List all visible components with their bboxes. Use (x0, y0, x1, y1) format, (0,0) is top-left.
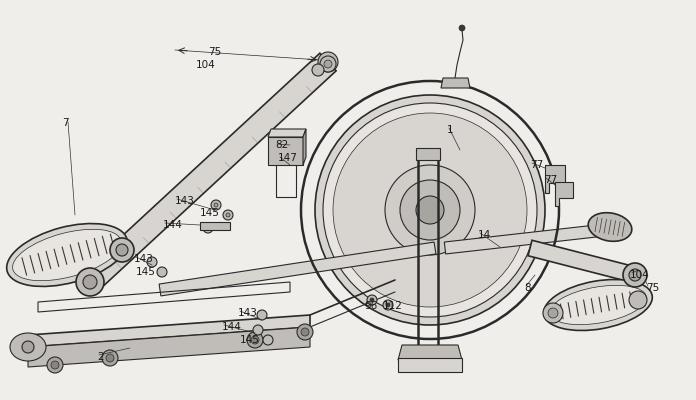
Text: 14: 14 (478, 230, 491, 240)
Circle shape (333, 113, 527, 307)
Polygon shape (28, 315, 310, 347)
Circle shape (116, 244, 128, 256)
Circle shape (323, 57, 333, 67)
Text: 77: 77 (530, 160, 544, 170)
Circle shape (370, 298, 374, 302)
Text: 104: 104 (196, 60, 216, 70)
Polygon shape (528, 240, 637, 283)
Text: 145: 145 (136, 267, 156, 277)
Circle shape (315, 95, 545, 325)
Text: 96: 96 (364, 301, 377, 311)
Text: 7: 7 (62, 118, 69, 128)
Circle shape (623, 263, 647, 287)
Text: 77: 77 (544, 175, 557, 185)
Circle shape (543, 303, 563, 323)
Circle shape (297, 324, 313, 340)
Circle shape (385, 165, 475, 255)
Text: 143: 143 (238, 308, 258, 318)
Circle shape (110, 238, 134, 262)
Circle shape (383, 300, 393, 310)
Circle shape (223, 210, 233, 220)
Text: 104: 104 (630, 270, 650, 280)
Polygon shape (416, 148, 440, 160)
Circle shape (76, 268, 104, 296)
Polygon shape (444, 224, 606, 254)
Text: 75: 75 (208, 47, 221, 57)
Circle shape (367, 295, 377, 305)
Circle shape (247, 332, 263, 348)
Circle shape (203, 223, 213, 233)
Polygon shape (159, 242, 436, 296)
Text: 144: 144 (163, 220, 183, 230)
Text: 82: 82 (275, 140, 288, 150)
Text: 145: 145 (240, 335, 260, 345)
Circle shape (214, 203, 218, 207)
Circle shape (257, 310, 267, 320)
Circle shape (548, 308, 558, 318)
Circle shape (629, 269, 641, 281)
Circle shape (323, 103, 537, 317)
Text: 144: 144 (222, 322, 242, 332)
Polygon shape (303, 129, 306, 165)
Text: 1: 1 (447, 125, 454, 135)
Circle shape (157, 267, 167, 277)
Polygon shape (555, 182, 573, 206)
Polygon shape (441, 78, 470, 88)
Circle shape (147, 257, 157, 267)
Text: 145: 145 (200, 208, 220, 218)
Circle shape (318, 52, 338, 72)
Polygon shape (82, 53, 336, 291)
Ellipse shape (544, 280, 652, 330)
Polygon shape (398, 358, 462, 372)
Polygon shape (545, 165, 565, 193)
Circle shape (416, 196, 444, 224)
Circle shape (400, 180, 460, 240)
Ellipse shape (10, 333, 46, 361)
Polygon shape (268, 129, 306, 137)
Circle shape (51, 361, 59, 369)
Polygon shape (268, 137, 303, 165)
Ellipse shape (550, 285, 647, 325)
Circle shape (386, 303, 390, 307)
Text: 143: 143 (134, 254, 154, 264)
Circle shape (22, 341, 34, 353)
Polygon shape (28, 327, 310, 367)
Polygon shape (200, 222, 230, 230)
Circle shape (47, 357, 63, 373)
Ellipse shape (588, 213, 632, 241)
Circle shape (320, 56, 336, 72)
Circle shape (226, 213, 230, 217)
Circle shape (83, 275, 97, 289)
Text: 112: 112 (383, 301, 403, 311)
Circle shape (312, 64, 324, 76)
Circle shape (102, 350, 118, 366)
Circle shape (629, 291, 647, 309)
Text: 8: 8 (524, 283, 530, 293)
Circle shape (106, 354, 114, 362)
Ellipse shape (7, 224, 127, 286)
Text: 147: 147 (278, 153, 298, 163)
Text: 75: 75 (646, 283, 659, 293)
Ellipse shape (13, 229, 121, 281)
Polygon shape (398, 345, 462, 360)
Circle shape (251, 336, 259, 344)
Circle shape (206, 226, 210, 230)
Circle shape (263, 335, 273, 345)
Text: 2: 2 (97, 352, 104, 362)
Text: 143: 143 (175, 196, 195, 206)
Circle shape (253, 325, 263, 335)
Circle shape (211, 200, 221, 210)
Circle shape (459, 25, 465, 31)
Circle shape (324, 60, 332, 68)
Circle shape (301, 328, 309, 336)
